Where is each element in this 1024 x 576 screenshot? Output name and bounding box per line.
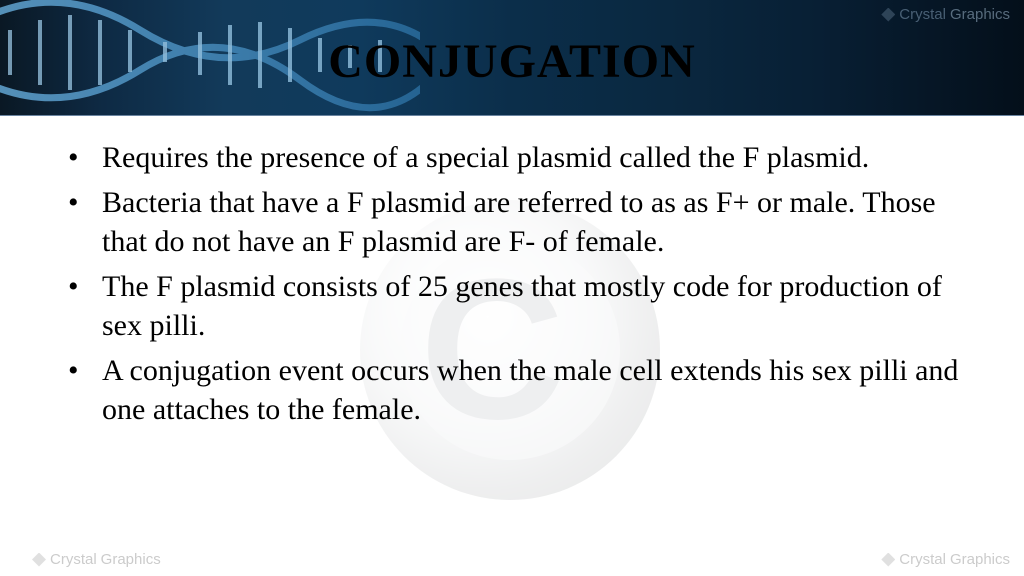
watermark-icon (881, 553, 895, 567)
bullet-item: Bacteria that have a F plasmid are refer… (68, 183, 974, 261)
watermark-brand-light: Graphics (950, 6, 1010, 23)
slide: CrystalGraphics CONJUGATION C Requires t… (0, 0, 1024, 576)
watermark-brand-bold: Crystal (899, 6, 946, 23)
watermark-brand-light: Graphics (950, 551, 1010, 568)
header-banner: CrystalGraphics CONJUGATION (0, 0, 1024, 116)
bullet-list: Requires the presence of a special plasm… (68, 138, 974, 429)
watermark-top-right: CrystalGraphics (881, 6, 1010, 23)
slide-title: CONJUGATION (0, 34, 1024, 89)
bullet-item: A conjugation event occurs when the male… (68, 351, 974, 429)
watermark-brand-light: Graphics (101, 551, 161, 568)
watermark-brand-bold: Crystal (50, 551, 97, 568)
watermark-brand-bold: Crystal (899, 551, 946, 568)
watermark-icon (881, 8, 895, 22)
bullet-item: The F plasmid consists of 25 genes that … (68, 267, 974, 345)
watermark-icon (32, 553, 46, 567)
watermark-bottom-left: CrystalGraphics (32, 551, 161, 568)
slide-content: Requires the presence of a special plasm… (68, 138, 974, 435)
bullet-item: Requires the presence of a special plasm… (68, 138, 974, 177)
watermark-bottom-right: CrystalGraphics (881, 551, 1010, 568)
